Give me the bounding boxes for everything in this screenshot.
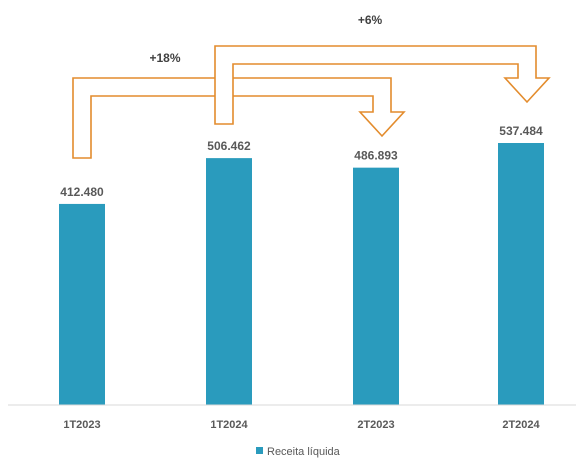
value-label-1T2023: 412.480 — [60, 185, 104, 199]
category-label-1T2023: 1T2023 — [63, 419, 100, 431]
legend-swatch — [256, 447, 263, 454]
value-label-2T2023: 486.893 — [354, 149, 398, 163]
bar-1T2023 — [59, 203, 105, 405]
growth-arrow-6 — [214, 45, 551, 125]
category-label-2T2024: 2T2024 — [502, 419, 540, 431]
legend: Receita líquida — [256, 446, 341, 458]
growth-arrows: +18% +6% — [72, 13, 551, 159]
bar-2T2023 — [353, 167, 399, 405]
bars — [59, 143, 544, 405]
growth-arrow-18 — [72, 77, 406, 159]
bar-1T2024 — [206, 158, 252, 405]
value-label-2T2024: 537.484 — [499, 124, 543, 138]
growth-label-1: +6% — [358, 13, 383, 27]
category-label-1T2024: 1T2024 — [210, 419, 248, 431]
bar-2T2024 — [498, 143, 544, 405]
labels: 412.480 1T2023 506.462 1T2024 486.893 2T2023 5… — [60, 124, 543, 431]
growth-label-0: +18% — [149, 51, 180, 65]
category-label-2T2023: 2T2023 — [357, 419, 394, 431]
value-label-1T2024: 506.462 — [207, 139, 251, 153]
legend-label: Receita líquida — [267, 446, 341, 458]
